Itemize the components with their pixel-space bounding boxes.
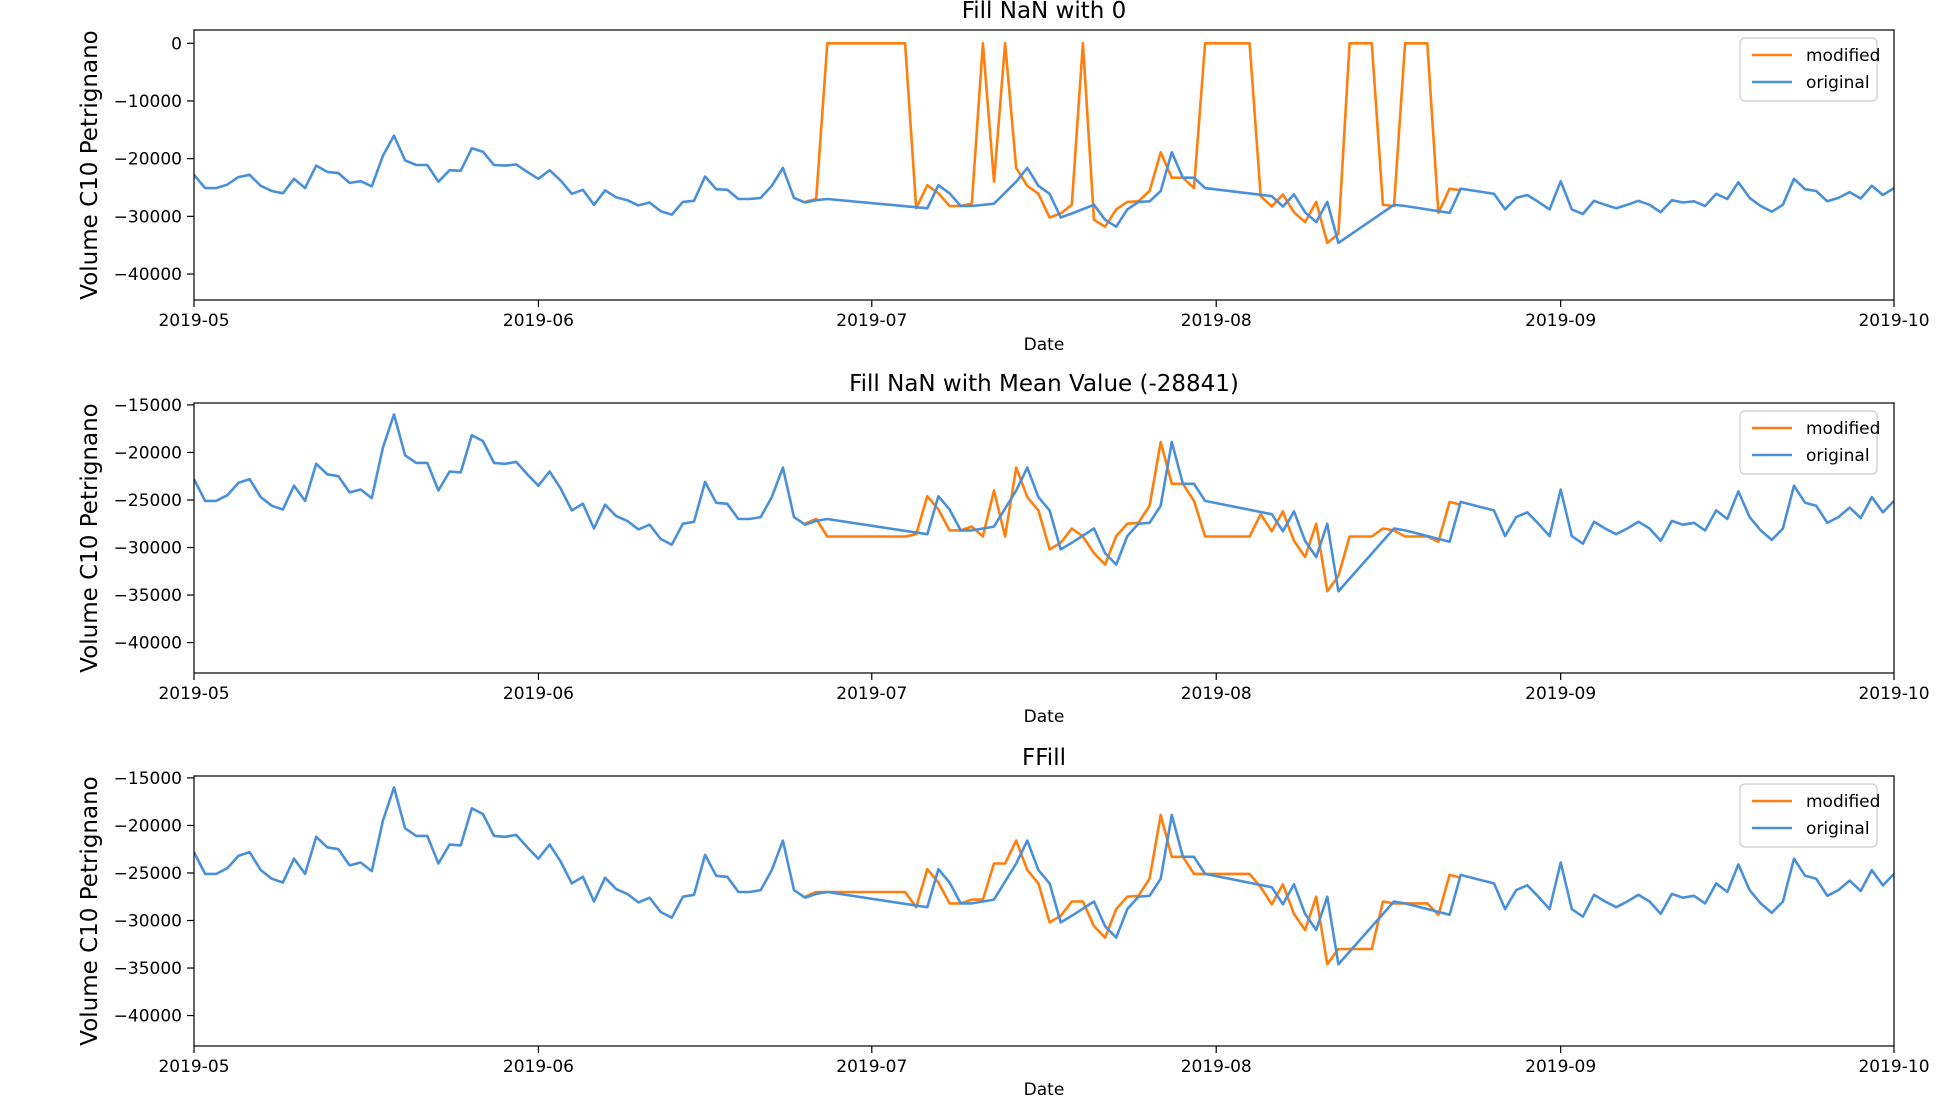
y-tick-label: −25000: [114, 491, 182, 511]
y-tick-label: 0: [171, 34, 182, 54]
legend-label-modified: modified: [1806, 792, 1880, 812]
x-tick-label: 2019-10: [1858, 684, 1929, 704]
y-tick-label: −20000: [114, 150, 182, 170]
y-tick-label: −20000: [114, 816, 182, 836]
y-axis-label: Volume C10 Petrignano: [77, 403, 103, 672]
y-axis-label: Volume C10 Petrignano: [77, 776, 103, 1045]
x-tick-label: 2019-06: [503, 1057, 574, 1077]
x-axis-label: Date: [1024, 707, 1065, 727]
axes-frame: [193, 29, 1895, 301]
axes-frame: [193, 402, 1895, 674]
x-tick-label: 2019-08: [1181, 1057, 1252, 1077]
legend-label-modified: modified: [1806, 419, 1880, 439]
series-line-original: [194, 786, 1894, 966]
x-tick-label: 2019-09: [1525, 1057, 1596, 1077]
y-tick-label: −25000: [114, 864, 182, 884]
legend: modified original: [1739, 37, 1880, 102]
series-line-original: [194, 134, 1894, 245]
legend-label-original: original: [1806, 73, 1870, 93]
x-tick-label: 2019-08: [1181, 684, 1252, 704]
chart-title: Fill NaN with Mean Value (-28841): [849, 371, 1239, 397]
chart-title: FFill: [1022, 745, 1066, 771]
subplot-3: FFill −15000 −20000 −25000 −30000 −35000 −4000…: [77, 745, 1930, 1100]
y-tick-label: −30000: [114, 912, 182, 932]
x-tick-label: 2019-05: [158, 1057, 229, 1077]
x-axis-label: Date: [1024, 1080, 1065, 1100]
y-tick-label: −30000: [114, 539, 182, 559]
legend-label-original: original: [1806, 446, 1870, 466]
y-tick-label: −15000: [114, 396, 182, 416]
x-tick-label: 2019-05: [158, 311, 229, 331]
y-tick-label: −40000: [114, 1007, 182, 1027]
y-tick-label: −40000: [114, 265, 182, 285]
y-tick-label: −40000: [114, 634, 182, 654]
x-tick-label: 2019-08: [1181, 311, 1252, 331]
series-line-modified: [804, 440, 1462, 593]
y-tick-label: −35000: [114, 586, 182, 606]
y-tick-label: −30000: [114, 207, 182, 227]
legend: modified original: [1739, 783, 1880, 848]
legend-label-modified: modified: [1806, 46, 1880, 66]
x-tick-label: 2019-07: [836, 684, 907, 704]
x-tick-label: 2019-10: [1858, 1057, 1929, 1077]
series-line-modified: [804, 41, 1461, 245]
legend-label-original: original: [1806, 819, 1870, 839]
y-tick-label: −10000: [114, 92, 182, 112]
x-tick-label: 2019-06: [503, 684, 574, 704]
chart-title: Fill NaN with 0: [962, 0, 1127, 24]
y-tick-label: −15000: [114, 769, 182, 789]
subplot-1: Fill NaN with 0 0 −10000 −20000 −30000 −40000…: [77, 0, 1930, 355]
y-axis-label: Volume C10 Petrignano: [77, 30, 103, 299]
x-tick-label: 2019-07: [836, 1057, 907, 1077]
series-line-original: [194, 413, 1894, 593]
subplot-2: Fill NaN with Mean Value (-28841) −15000 −…: [77, 371, 1930, 727]
x-tick-label: 2019-07: [836, 311, 907, 331]
x-axis-label: Date: [1024, 335, 1065, 355]
axes-frame: [193, 775, 1895, 1047]
series-line-modified: [804, 813, 1462, 966]
x-tick-label: 2019-09: [1525, 684, 1596, 704]
x-tick-label: 2019-06: [503, 311, 574, 331]
legend: modified original: [1739, 410, 1880, 475]
y-tick-label: −35000: [114, 959, 182, 979]
x-tick-label: 2019-05: [158, 684, 229, 704]
y-tick-label: −20000: [114, 443, 182, 463]
x-tick-label: 2019-10: [1858, 311, 1929, 331]
x-tick-label: 2019-09: [1525, 311, 1596, 331]
